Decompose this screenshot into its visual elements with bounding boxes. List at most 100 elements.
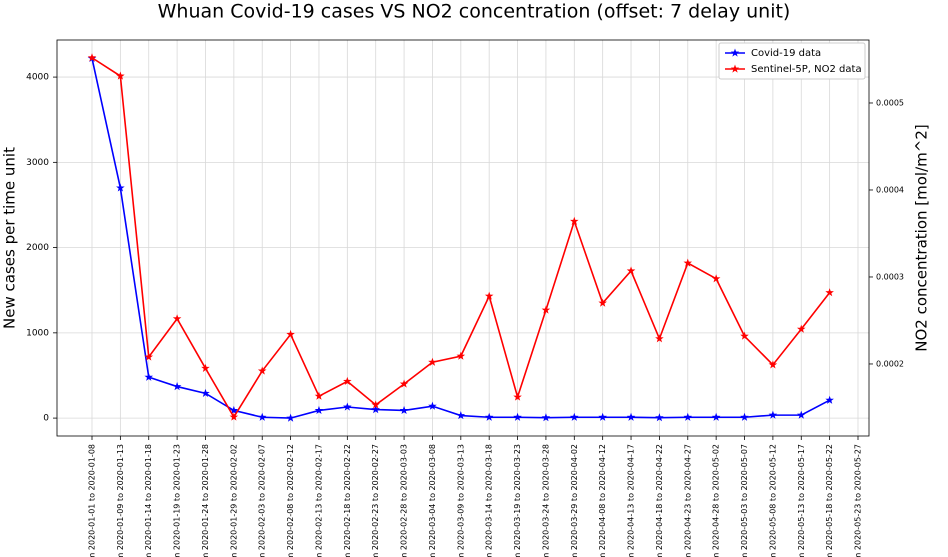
y2-tick-label: 0.0002 [876, 359, 904, 368]
legend-label: Sentinel-5P, NO2 data [751, 64, 862, 75]
data-point [116, 183, 125, 192]
x-tick-label: from 2020-03-04 to 2020-03-08 [428, 444, 437, 557]
data-point [456, 411, 466, 420]
y2-axis-label: NO2 concentration [mol/m^2] [913, 124, 931, 351]
data-point [428, 401, 437, 410]
legend-marker [730, 48, 740, 57]
y-tick-label: 1000 [26, 328, 49, 338]
x-tick-label: from 2020-03-29 to 2020-04-02 [570, 444, 579, 557]
data-point [825, 288, 834, 297]
data-point [825, 395, 834, 404]
chart-title: Whuan Covid-19 cases VS NO2 concentratio… [158, 1, 791, 23]
data-point [740, 412, 749, 421]
data-point [626, 266, 636, 275]
data-point [144, 372, 154, 381]
x-tick-label: from 2020-02-13 to 2020-02-17 [314, 444, 323, 557]
data-point [172, 382, 182, 391]
data-point [428, 357, 437, 366]
x-tick-label: from 2020-03-09 to 2020-03-13 [456, 444, 465, 557]
legend-label: Covid-19 data [751, 48, 821, 59]
data-point [513, 392, 522, 401]
x-tick-label: from 2020-05-08 to 2020-05-12 [768, 444, 777, 557]
data-point [286, 413, 295, 422]
x-tick-label: from 2020-02-08 to 2020-02-12 [286, 444, 295, 557]
data-point [456, 351, 466, 360]
data-point [683, 412, 693, 421]
x-tick-label: from 2020-05-13 to 2020-05-17 [797, 444, 806, 557]
legend-marker [730, 64, 740, 73]
data-point [172, 314, 182, 323]
x-tick-label: from 2020-01-14 to 2020-01-18 [144, 444, 153, 557]
data-point [229, 405, 239, 415]
y-tick-label: 3000 [26, 158, 49, 168]
data-point [87, 53, 97, 62]
data-point [343, 376, 352, 386]
data-point [399, 405, 409, 415]
y2-tick-label: 0.0004 [876, 185, 904, 194]
x-tick-label: from 2020-05-18 to 2020-05-22 [825, 444, 834, 557]
data-point [598, 298, 607, 307]
data-point [655, 334, 664, 343]
data-point [371, 405, 380, 414]
x-tick-label: from 2020-01-09 to 2020-01-13 [116, 444, 125, 557]
data-point [598, 412, 607, 421]
data-point [257, 366, 267, 375]
data-point [257, 412, 267, 421]
x-tick-label: from 2020-04-28 to 2020-05-02 [712, 444, 721, 557]
data-point [683, 258, 693, 267]
data-point [201, 388, 210, 398]
data-point [371, 400, 380, 409]
data-point [343, 402, 352, 411]
plot-frame [56, 39, 870, 437]
x-tick-label: from 2020-01-19 to 2020-01-23 [173, 444, 182, 557]
y-axis-label: New cases per time unit [1, 147, 19, 329]
data-point [144, 352, 154, 361]
x-tick-label: from 2020-05-03 to 2020-05-07 [740, 444, 749, 557]
data-point [796, 324, 806, 333]
data-point [116, 71, 125, 80]
data-point [286, 329, 295, 339]
x-tick-label: from 2020-02-28 to 2020-03-03 [400, 444, 409, 557]
y2-tick-label: 0.0003 [876, 272, 904, 281]
x-tick-label: from 2020-04-23 to 2020-04-27 [683, 444, 692, 557]
y-tick-label: 2000 [26, 243, 49, 253]
x-tick-label: from 2020-03-14 to 2020-03-18 [485, 444, 494, 557]
x-tick-label: from 2020-01-24 to 2020-01-28 [201, 444, 210, 557]
x-tick-label: from 2020-01-29 to 2020-02-02 [229, 444, 238, 557]
x-tick-label: from 2020-02-23 to 2020-02-27 [371, 444, 380, 557]
data-point [541, 305, 551, 314]
x-tick-label: from 2020-03-24 to 2020-03-28 [541, 444, 550, 557]
data-point [570, 412, 579, 421]
x-tick-label: from 2020-03-19 to 2020-03-23 [513, 444, 522, 557]
data-point [229, 412, 239, 421]
y-tick-label: 4000 [26, 73, 49, 83]
data-point [484, 412, 494, 421]
y-tick-label: 0 [43, 414, 49, 424]
x-tick-label: from 2020-04-18 to 2020-04-22 [655, 444, 664, 557]
legend-box [718, 42, 866, 80]
x-tick-label: from 2020-05-23 to 2020-05-27 [854, 444, 863, 557]
data-point [768, 410, 778, 419]
data-point [513, 412, 522, 421]
data-point [796, 410, 806, 419]
x-tick-label: from 2020-02-03 to 2020-02-07 [258, 444, 267, 557]
data-point [655, 413, 664, 422]
x-tick-label: from 2020-04-08 to 2020-04-12 [598, 444, 607, 557]
x-tick-label: from 2020-02-18 to 2020-02-22 [343, 444, 352, 557]
x-tick-label: from 2020-01-01 to 2020-01-08 [88, 444, 97, 557]
data-point [399, 379, 409, 388]
data-point [201, 363, 210, 372]
data-point [711, 274, 721, 283]
data-point [711, 412, 721, 421]
data-point [626, 412, 636, 421]
data-point [740, 331, 749, 340]
data-point [484, 291, 494, 300]
data-point [570, 216, 579, 225]
data-point [768, 360, 778, 369]
y2-tick-label: 0.0005 [876, 98, 904, 107]
data-point [541, 413, 551, 422]
data-point [314, 405, 324, 415]
x-tick-label: from 2020-04-13 to 2020-04-17 [627, 444, 636, 557]
data-point [314, 391, 324, 400]
